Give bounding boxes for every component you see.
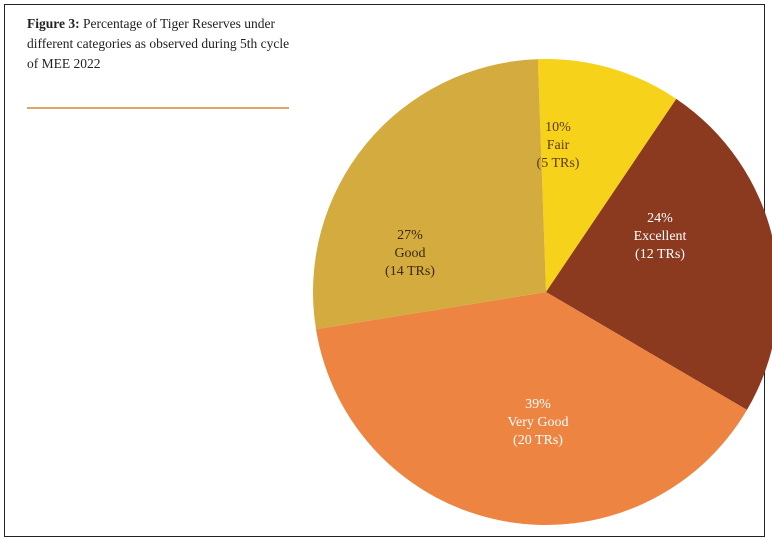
slice-label-fair-percent: 10% [545, 120, 571, 135]
slice-label-very-good-count: (20 TRs) [513, 433, 563, 448]
slice-label-good-percent: 27% [397, 228, 423, 243]
caption-divider [27, 107, 289, 109]
pie-slice-good [313, 59, 546, 330]
pie-slice-fair [537, 59, 677, 292]
slice-label-excellent-count: (12 TRs) [635, 247, 685, 262]
slice-label-very-good-category: Very Good [507, 415, 568, 430]
slice-label-excellent-percent: 24% [647, 211, 673, 226]
slice-label-good-count: (14 TRs) [385, 264, 435, 279]
slice-label-very-good-percent: 39% [525, 397, 551, 412]
figure-title: Percentage of Tiger Reserves under diffe… [27, 16, 290, 71]
slice-label-excellent-category: Excellent [634, 229, 687, 244]
slice-label-fair-category: Fair [547, 138, 570, 153]
slice-label-good-category: Good [394, 246, 425, 261]
pie-slice-very-good [315, 292, 747, 525]
figure-caption: Figure 3: Percentage of Tiger Reserves u… [27, 14, 292, 74]
pie-slice-excellent [546, 98, 772, 410]
slice-label-fair-count: (5 TRs) [537, 156, 580, 171]
figure-number: Figure 3: [27, 16, 80, 31]
